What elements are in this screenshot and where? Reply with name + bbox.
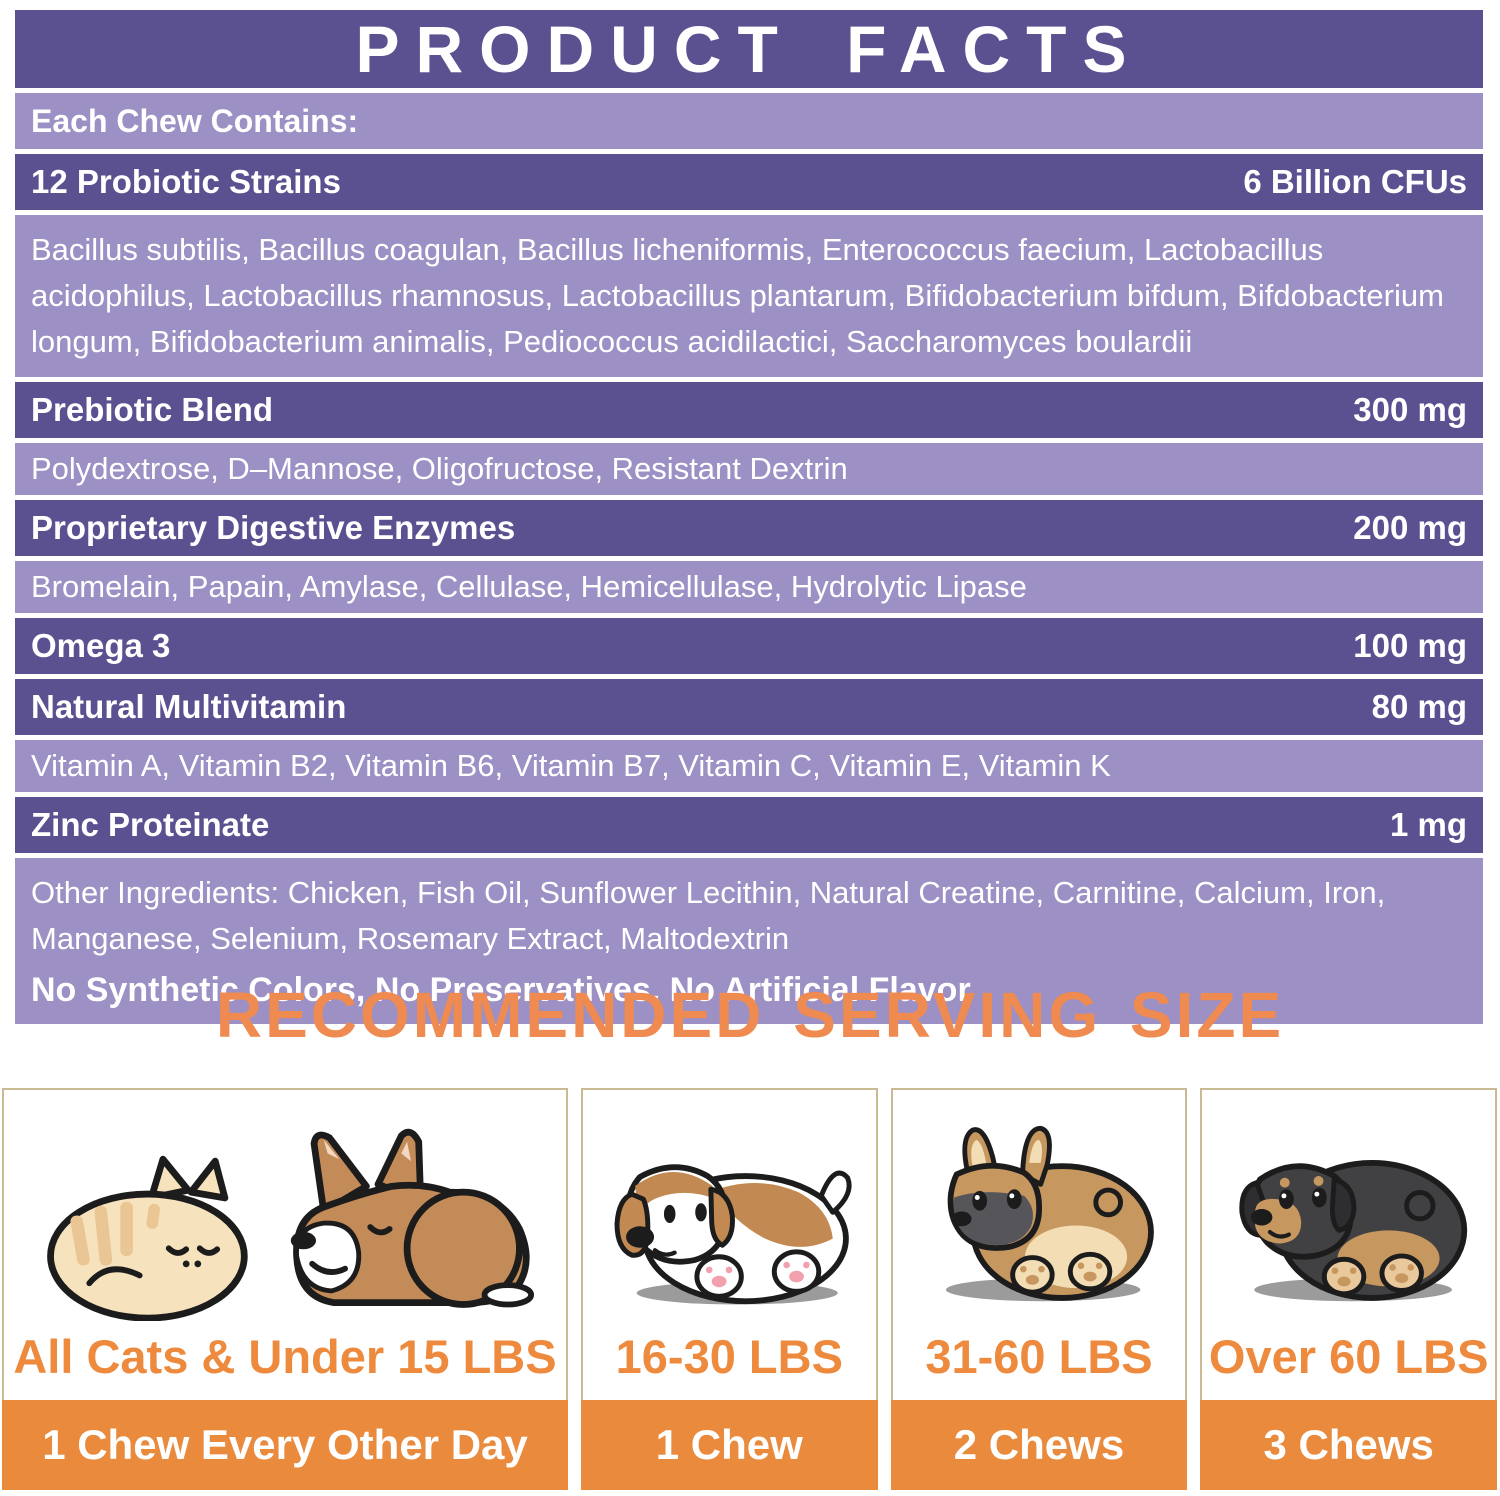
digestive-enzymes-label: Proprietary Digestive Enzymes [31,509,516,546]
probiotic-strains-label: 12 Probiotic Strains [31,163,341,200]
facts-title: PRODUCT FACTS [15,10,1483,88]
dose-bar-over-60: 3 Chews [1200,1400,1498,1490]
prebiotic-blend-label: Prebiotic Blend [31,391,274,428]
no-claims-text: No Synthetic Colors, No Preservatives, N… [31,971,971,1009]
each-chew-contains-row: Each Chew Contains: [15,93,1483,149]
weight-label-over-60: Over 60 LBS [1208,1330,1489,1383]
probiotic-strains-row: 12 Probiotic Strains 6 Billion CFUs [15,154,1483,210]
facts-panel: PRODUCT FACTS Each Chew Contains: 12 Pro… [15,10,1483,1029]
digestive-enzymes-amount: 200 mg [1353,509,1467,546]
prebiotic-blend-row: Prebiotic Blend 300 mg [15,382,1483,438]
multivitamin-detail: Vitamin A, Vitamin B2, Vitamin B6, Vitam… [15,740,1483,792]
prebiotic-blend-detail: Polydextrose, D–Mannose, Oligofructose, … [15,443,1483,495]
weight-label-cats-small-dogs: All Cats & Under 15 LBS [13,1330,557,1383]
dose-bar-31-60: 2 Chews [890,1400,1188,1490]
multivitamin-row: Natural Multivitamin 80 mg [15,679,1483,735]
other-ingredients-block: Other Ingredients: Chicken, Fish Oil, Su… [15,858,1483,1024]
beagle-icon [583,1090,876,1329]
serving-cards: All Cats & Under 15 LBS 1 Chew Every Oth… [2,1088,1498,1490]
french-bulldog-icon [893,1090,1186,1329]
probiotic-strains-amount: 6 Billion CFUs [1243,163,1467,200]
digestive-enzymes-detail: Bromelain, Papain, Amylase, Cellulase, H… [15,561,1483,613]
multivitamin-amount: 80 mg [1371,688,1467,725]
weight-label-31-60: 31-60 LBS [925,1330,1153,1383]
digestive-enzymes-row: Proprietary Digestive Enzymes 200 mg [15,500,1483,556]
omega3-amount: 100 mg [1353,627,1467,664]
prebiotic-blend-amount: 300 mg [1353,391,1467,428]
other-ingredients-text: Other Ingredients: Chicken, Fish Oil, Su… [31,875,1386,956]
dose-bar-16-30: 1 Chew [580,1400,878,1490]
zinc-row: Zinc Proteinate 1 mg [15,797,1483,853]
dose-bar-cats-small-dogs: 1 Chew Every Other Day [2,1400,568,1490]
cat-and-corgi-icon [4,1090,566,1329]
weight-label-16-30: 16-30 LBS [615,1330,843,1383]
zinc-label: Zinc Proteinate [31,806,270,843]
probiotic-strains-detail: Bacillus subtilis, Bacillus coagulan, Ba… [15,215,1483,377]
omega3-row: Omega 3 100 mg [15,618,1483,674]
multivitamin-label: Natural Multivitamin [31,688,347,725]
serving-card-16-30: 16-30 LBS 1 Chew [580,1088,878,1490]
omega3-label: Omega 3 [31,627,171,664]
rottweiler-icon [1202,1090,1495,1329]
serving-card-over-60: Over 60 LBS 3 Chews [1200,1088,1498,1490]
zinc-amount: 1 mg [1389,806,1467,843]
serving-card-cats-small-dogs: All Cats & Under 15 LBS 1 Chew Every Oth… [2,1088,568,1490]
serving-size-title: RECOMMENDED SERVING SIZE [215,979,1285,1051]
serving-card-31-60: 31-60 LBS 2 Chews [890,1088,1188,1490]
